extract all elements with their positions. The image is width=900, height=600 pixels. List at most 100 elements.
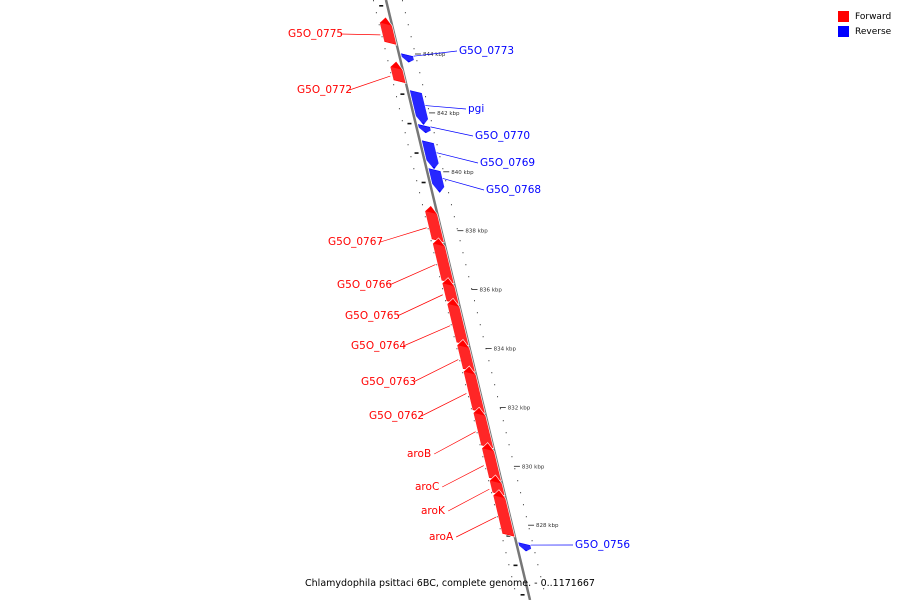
scale-tick-label: 838 kbp xyxy=(465,229,488,235)
gene-label[interactable]: aroB xyxy=(407,448,431,460)
guide-dot xyxy=(473,420,475,422)
guide-dot xyxy=(497,396,499,398)
guide-dot xyxy=(459,240,461,242)
gene-label[interactable]: aroC xyxy=(415,481,439,493)
gene-label[interactable]: G5O_0772 xyxy=(297,84,352,96)
gene-leader xyxy=(430,126,474,137)
guide-dot xyxy=(511,576,513,578)
gene-arrow[interactable] xyxy=(389,60,407,84)
gene-label[interactable]: G5O_0764 xyxy=(351,340,406,352)
guide-dot xyxy=(540,576,542,578)
minor-tick xyxy=(513,564,518,567)
gene-leader xyxy=(397,294,443,317)
guide-dot xyxy=(407,144,409,146)
gene-shade xyxy=(409,90,430,125)
guide-dot xyxy=(404,12,406,14)
gene-label[interactable]: G5O_0767 xyxy=(328,236,383,248)
gene-arrow[interactable] xyxy=(489,474,506,497)
gene-arrow[interactable] xyxy=(432,237,455,285)
guide-dot xyxy=(508,444,510,446)
gene-label[interactable]: aroK xyxy=(421,505,446,517)
gene-arrow[interactable] xyxy=(379,16,398,46)
guide-dot xyxy=(410,156,412,158)
gene-arrow[interactable] xyxy=(462,365,486,414)
guide-dot xyxy=(419,192,421,194)
scale-tick-label: 834 kbp xyxy=(494,347,517,353)
gene-arrow[interactable] xyxy=(456,339,476,373)
gene-label[interactable]: G5O_0773 xyxy=(459,45,514,57)
minor-tick xyxy=(421,181,426,184)
gene-label[interactable]: G5O_0769 xyxy=(480,157,535,169)
guide-dot xyxy=(488,480,490,482)
guide-dot xyxy=(508,564,510,566)
guide-dot xyxy=(439,276,441,278)
gene-shade xyxy=(472,412,494,448)
scale-tick-label: 832 kbp xyxy=(508,405,531,411)
reverse-swatch xyxy=(838,26,849,37)
gene-leader xyxy=(403,325,451,347)
guide-dot xyxy=(410,36,412,38)
guide-dot xyxy=(445,300,446,302)
minor-tick xyxy=(520,594,525,596)
gene-label[interactable]: G5O_0762 xyxy=(369,410,424,422)
minor-tick xyxy=(379,5,384,7)
guide-dot xyxy=(468,276,470,278)
gene-label[interactable]: G5O_0765 xyxy=(345,310,400,322)
gene-arrow[interactable] xyxy=(446,297,470,347)
guide-dot xyxy=(433,132,435,134)
scale-tick-label: 828 kbp xyxy=(536,523,559,529)
gene-arrow[interactable] xyxy=(427,167,445,194)
gene-label[interactable]: G5O_0763 xyxy=(361,376,416,388)
gene-arrow[interactable] xyxy=(424,205,445,243)
gene-leader xyxy=(442,465,484,488)
gene-label[interactable]: G5O_0775 xyxy=(288,28,343,40)
gene-features xyxy=(379,16,533,553)
gene-arrow[interactable] xyxy=(420,139,440,171)
legend-reverse: Reverse xyxy=(838,24,891,39)
gene-arrow[interactable] xyxy=(492,489,516,538)
gene-label[interactable]: G5O_0770 xyxy=(475,130,530,142)
guide-dot xyxy=(384,48,386,50)
guide-dot xyxy=(531,540,533,542)
minor-tick xyxy=(414,152,419,154)
guide-dot xyxy=(479,444,481,446)
guide-dot xyxy=(462,252,464,254)
guide-dot xyxy=(381,36,383,38)
guide-dot xyxy=(499,408,501,410)
gene-label[interactable]: aroA xyxy=(429,531,454,543)
gene-arrow[interactable] xyxy=(417,123,432,134)
gene-shade xyxy=(432,243,455,283)
guide-dot xyxy=(494,384,496,386)
gene-shade xyxy=(424,211,445,242)
gene-label[interactable]: G5O_0768 xyxy=(486,184,541,196)
gene-arrow[interactable] xyxy=(441,277,460,305)
guide-dot xyxy=(514,468,516,470)
gene-arrow[interactable] xyxy=(517,541,532,553)
guide-dot xyxy=(479,324,481,326)
guide-dot xyxy=(465,384,467,386)
gene-label[interactable]: G5O_0766 xyxy=(337,279,392,291)
gene-arrow[interactable] xyxy=(408,89,429,126)
guide-dot xyxy=(378,24,380,26)
gene-label[interactable]: pgi xyxy=(468,103,484,115)
gene-leader xyxy=(349,75,391,91)
guide-dot xyxy=(482,456,484,458)
minor-tick xyxy=(400,93,405,95)
guide-dot xyxy=(439,156,441,158)
guide-dot xyxy=(474,300,475,302)
legend-reverse-label: Reverse xyxy=(855,26,892,37)
guide-dot xyxy=(502,420,504,422)
gene-leader xyxy=(434,431,476,455)
gene-arrow[interactable] xyxy=(400,52,415,64)
guide-dot xyxy=(404,132,406,134)
guide-dot xyxy=(491,492,493,494)
gene-arrow[interactable] xyxy=(481,442,502,482)
minor-tick xyxy=(506,535,511,537)
guide-dot xyxy=(407,24,409,26)
gene-shade xyxy=(463,371,486,413)
guide-dot xyxy=(396,96,398,98)
gene-arrow[interactable] xyxy=(472,406,495,450)
guide-dot xyxy=(436,144,438,146)
gene-label[interactable]: G5O_0756 xyxy=(575,539,630,551)
